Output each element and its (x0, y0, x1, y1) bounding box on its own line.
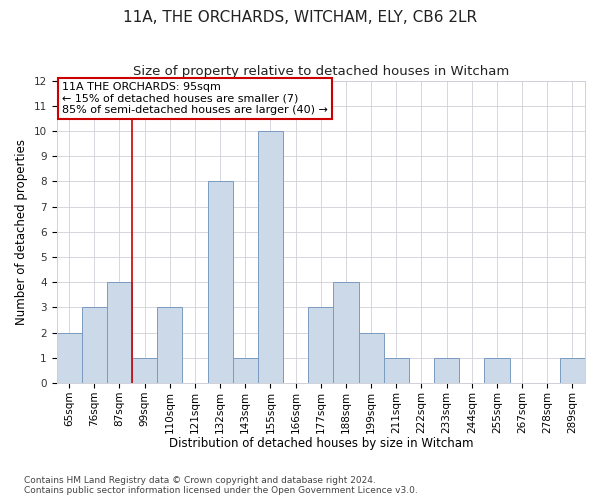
Bar (359, 332, 383, 383)
Bar (132, 358, 157, 383)
Text: Contains HM Land Registry data © Crown copyright and database right 2024.
Contai: Contains HM Land Registry data © Crown c… (24, 476, 418, 495)
Text: 11A THE ORCHARDS: 95sqm
← 15% of detached houses are smaller (7)
85% of semi-det: 11A THE ORCHARDS: 95sqm ← 15% of detache… (62, 82, 328, 116)
Bar (258, 131, 283, 383)
Text: 11A, THE ORCHARDS, WITCHAM, ELY, CB6 2LR: 11A, THE ORCHARDS, WITCHAM, ELY, CB6 2LR (123, 10, 477, 25)
Bar (434, 358, 459, 383)
Bar (107, 282, 132, 383)
Bar (82, 308, 107, 383)
Bar (334, 282, 359, 383)
Bar (157, 308, 182, 383)
Title: Size of property relative to detached houses in Witcham: Size of property relative to detached ho… (133, 65, 509, 78)
Bar (308, 308, 334, 383)
Y-axis label: Number of detached properties: Number of detached properties (15, 139, 28, 325)
Bar (560, 358, 585, 383)
Bar (56, 332, 82, 383)
Bar (484, 358, 509, 383)
Bar (233, 358, 258, 383)
Bar (383, 358, 409, 383)
X-axis label: Distribution of detached houses by size in Witcham: Distribution of detached houses by size … (169, 437, 473, 450)
Bar (208, 182, 233, 383)
